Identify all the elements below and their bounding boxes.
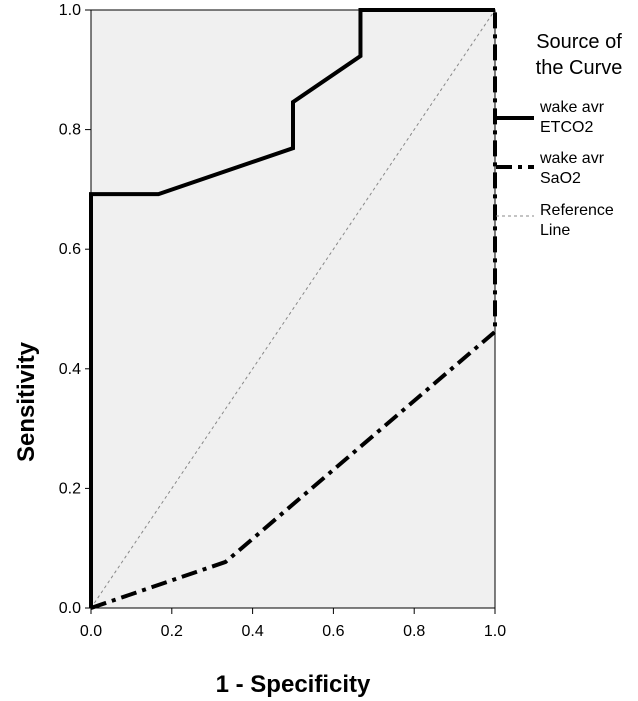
legend: Source of the Curve wake avr ETCO2 wake … [496, 31, 622, 239]
y-tick-label: 0.4 [59, 361, 81, 378]
legend-title-line-1: Source of [536, 31, 622, 53]
x-axis-title: 1 - Specificity [216, 671, 371, 698]
legend-label-sao2-line-2: SaO2 [540, 170, 581, 187]
x-tick-label: 0.8 [403, 623, 425, 640]
x-tick-label: 0.0 [80, 623, 102, 640]
legend-label-reference-line-2: Line [540, 222, 570, 239]
series-line-reference [90, 9, 496, 609]
legend-label-etco2-line-2: ETCO2 [540, 119, 593, 136]
x-tick-label: 0.2 [161, 623, 183, 640]
x-tick-label: 0.4 [241, 623, 263, 640]
legend-label-reference-line-1: Reference [540, 202, 614, 219]
x-tick-label: 0.6 [322, 623, 344, 640]
x-tick-label: 1.0 [484, 623, 506, 640]
series-line-sao2 [90, 10, 497, 610]
y-axis-ticks: 0.0 0.2 0.4 0.6 0.8 1.0 [59, 2, 91, 617]
y-tick-label: 0.6 [59, 241, 81, 258]
legend-title-line-2: the Curve [536, 57, 623, 79]
y-axis-title: Sensitivity [13, 341, 40, 462]
y-tick-label: 0.2 [59, 480, 81, 497]
y-tick-label: 0.0 [59, 600, 81, 617]
y-tick-label: 0.8 [59, 122, 81, 139]
legend-label-etco2-line-1: wake avr [539, 99, 605, 116]
series-line-etco2 [89, 8, 495, 608]
x-axis-ticks: 0.0 0.2 0.4 0.6 0.8 1.0 [80, 608, 506, 640]
series-lines [89, 8, 497, 610]
y-tick-label: 1.0 [59, 2, 81, 19]
legend-label-sao2-line-1: wake avr [539, 150, 605, 167]
